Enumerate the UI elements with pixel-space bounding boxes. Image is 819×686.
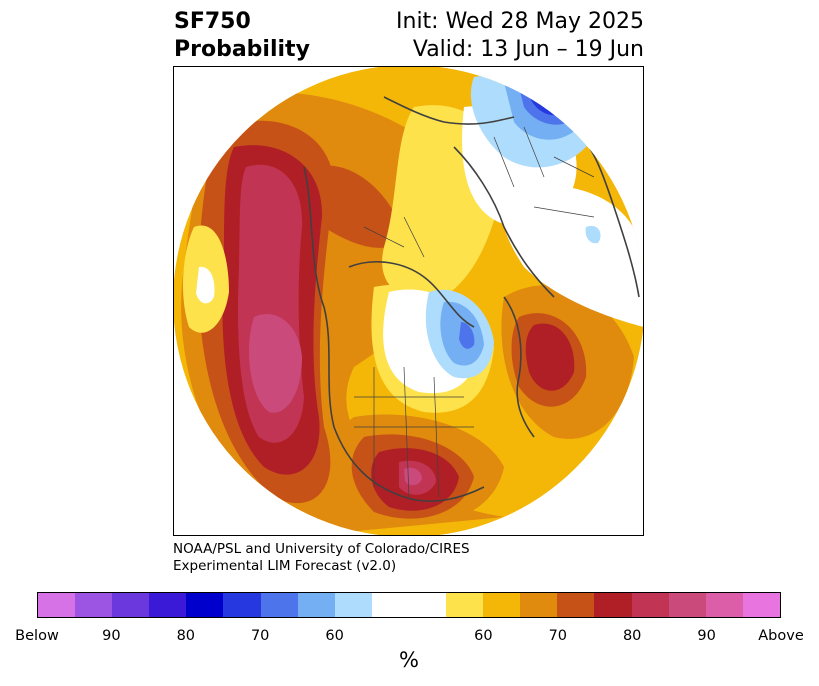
colorbar-segment <box>38 593 76 617</box>
colorbar-segment <box>483 593 521 617</box>
probability-map <box>174 67 643 535</box>
init-date: Init: Wed 28 May 2025 <box>396 9 644 34</box>
colorbar-tick-label: 60 <box>325 628 344 644</box>
colorbar-tick-label: 70 <box>548 628 568 644</box>
colorbar <box>37 592 781 618</box>
valid-range: Valid: 13 Jun – 19 Jun <box>412 37 644 62</box>
title-right: Init: Wed 28 May 2025 Valid: 13 Jun – 19… <box>396 8 644 64</box>
political-borders <box>354 126 595 498</box>
colorbar-segment <box>223 593 261 617</box>
colorbar-tick-label: 90 <box>697 628 716 644</box>
variable-name: SF750 <box>174 9 251 34</box>
colorbar-segment <box>557 593 595 617</box>
product-name: Probability <box>174 37 310 62</box>
colorbar-segment <box>594 593 632 617</box>
colorbar-segment <box>371 593 409 617</box>
colorbar-segment <box>149 593 187 617</box>
colorbar-segment <box>75 593 113 617</box>
colorbar-segment <box>742 593 780 617</box>
colorbar-segment <box>334 593 372 617</box>
eurasia-neutral <box>500 184 643 327</box>
credit-line-2: Experimental LIM Forecast (v2.0) <box>173 558 397 574</box>
colorbar-tick-label: 90 <box>102 628 121 644</box>
colorbar-tick-label: 60 <box>474 628 493 644</box>
scandinavia-below-60 <box>585 225 601 244</box>
credit-text: NOAA/PSL and University of Colorado/CIRE… <box>173 541 470 575</box>
colorbar-segment <box>668 593 706 617</box>
colorbar-segment <box>186 593 224 617</box>
colorbar-tick-label: Above <box>758 628 804 644</box>
credit-line-1: NOAA/PSL and University of Colorado/CIRE… <box>173 541 470 557</box>
atlantic-above-80 <box>525 323 575 391</box>
colorbar-segment <box>297 593 335 617</box>
canada-above-70 <box>308 165 404 248</box>
colorbar-segment <box>408 593 447 617</box>
colorbar-tick-label: Below <box>15 628 59 644</box>
greenland-below-80 <box>459 322 475 349</box>
colorbar-segment <box>446 593 484 617</box>
map-panel <box>173 66 644 536</box>
pacific-above-90 <box>249 313 302 413</box>
title-left: SF750 Probability <box>174 8 310 64</box>
colorbar-segment <box>112 593 150 617</box>
colorbar-tick-label: 80 <box>176 628 196 644</box>
colorbar-segment <box>631 593 669 617</box>
colorbar-segment <box>520 593 558 617</box>
colorbar-segment <box>705 593 743 617</box>
colorbar-segment <box>260 593 298 617</box>
colorbar-tick-label: 70 <box>250 628 270 644</box>
colorbar-unit: % <box>399 648 419 672</box>
colorbar-tick-label: 80 <box>622 628 642 644</box>
west-pacific-neutral <box>196 266 215 304</box>
coastlines <box>303 96 640 502</box>
